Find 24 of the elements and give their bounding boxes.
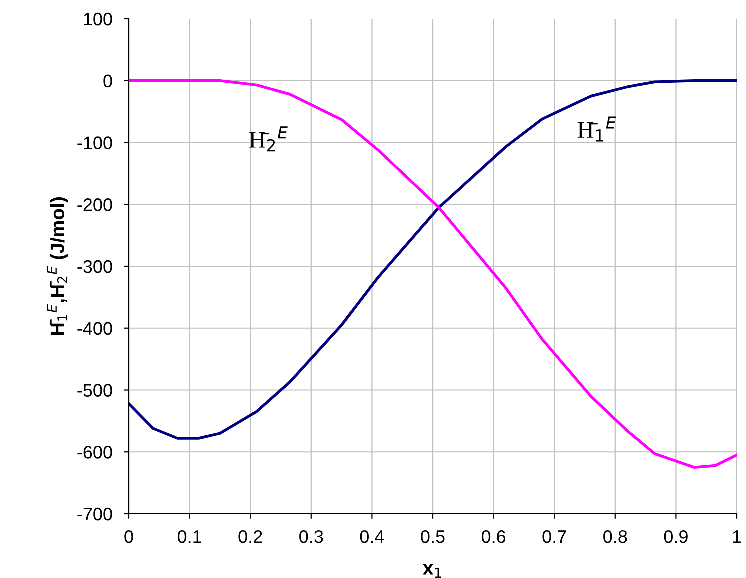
y-axis-title: H̄$_{1}$$^{E}$,H̄$_{2}$$^{E}$ (J/mol)	[46, 198, 68, 336]
y-tick-label: 0	[104, 74, 112, 88]
y-tick-label: -700	[78, 508, 112, 521]
x-tick-label: 0.9	[664, 530, 688, 544]
x-tick-label: 1	[733, 530, 742, 544]
y-tick-label: -200	[78, 198, 112, 212]
annotation: H̄$_{2}$$^{E}$	[250, 126, 288, 152]
y-tick-label: -400	[78, 322, 112, 336]
x-tick-label: 0.7	[542, 530, 566, 544]
x-tick-label: 0.8	[604, 530, 628, 544]
annotation: H̄$_{1}$$^{E}$	[578, 116, 616, 142]
x-tick-label: 0.5	[421, 530, 445, 544]
x-tick-label: 0	[124, 530, 134, 544]
x-tick-label: 0.1	[178, 530, 202, 544]
x-tick-label: 0.4	[360, 530, 384, 544]
x-tick-label: 0.6	[482, 530, 506, 544]
y-tick-label: -300	[78, 260, 112, 274]
x-axis-title: x$_{1}$	[423, 564, 442, 578]
y-tick-label: 100	[84, 12, 112, 26]
y-tick-label: -600	[78, 446, 112, 459]
y-tick-label: -500	[78, 384, 112, 397]
y-tick-label: -100	[78, 136, 112, 150]
x-tick-label: 0.2	[238, 530, 262, 544]
x-tick-label: 0.3	[300, 530, 324, 544]
